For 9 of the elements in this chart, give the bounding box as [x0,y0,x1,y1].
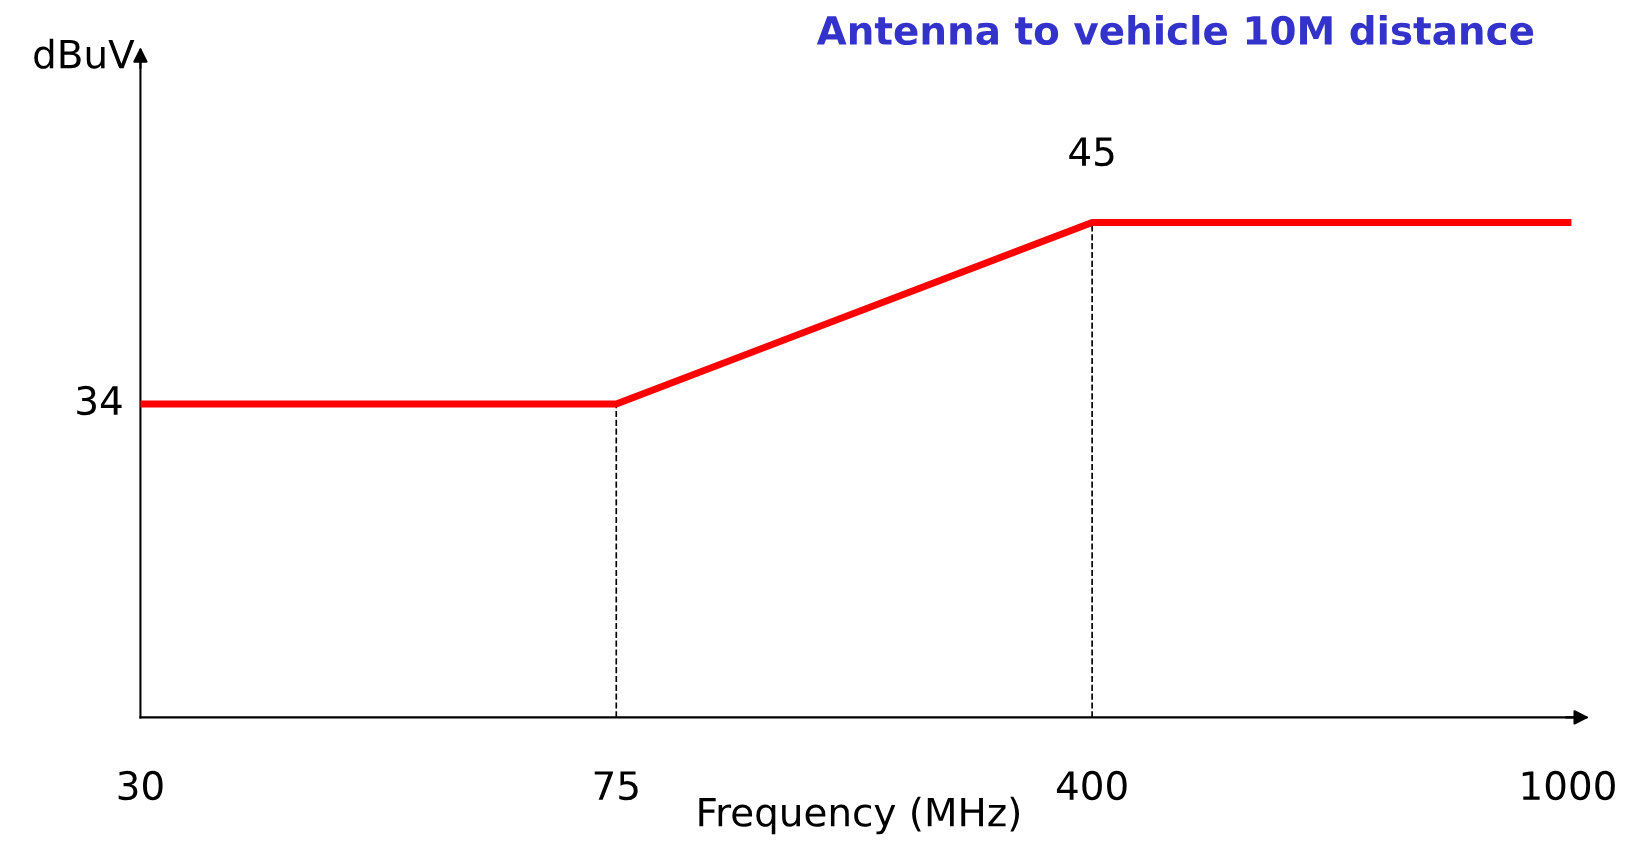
x-tick-label: 400 [1056,770,1127,801]
chart-title: Antenna to vehicle 10M distance [816,15,1534,46]
data-label: 34 [77,385,122,416]
data-label: 45 [1069,137,1114,167]
x-tick-label: 1000 [1522,770,1615,801]
x-tick-label: 75 [594,771,638,801]
x-axis-title: Frequency (MHz) [699,796,1020,835]
y-axis-title: dBuV [34,38,135,69]
x-tick-label: 30 [118,770,163,801]
